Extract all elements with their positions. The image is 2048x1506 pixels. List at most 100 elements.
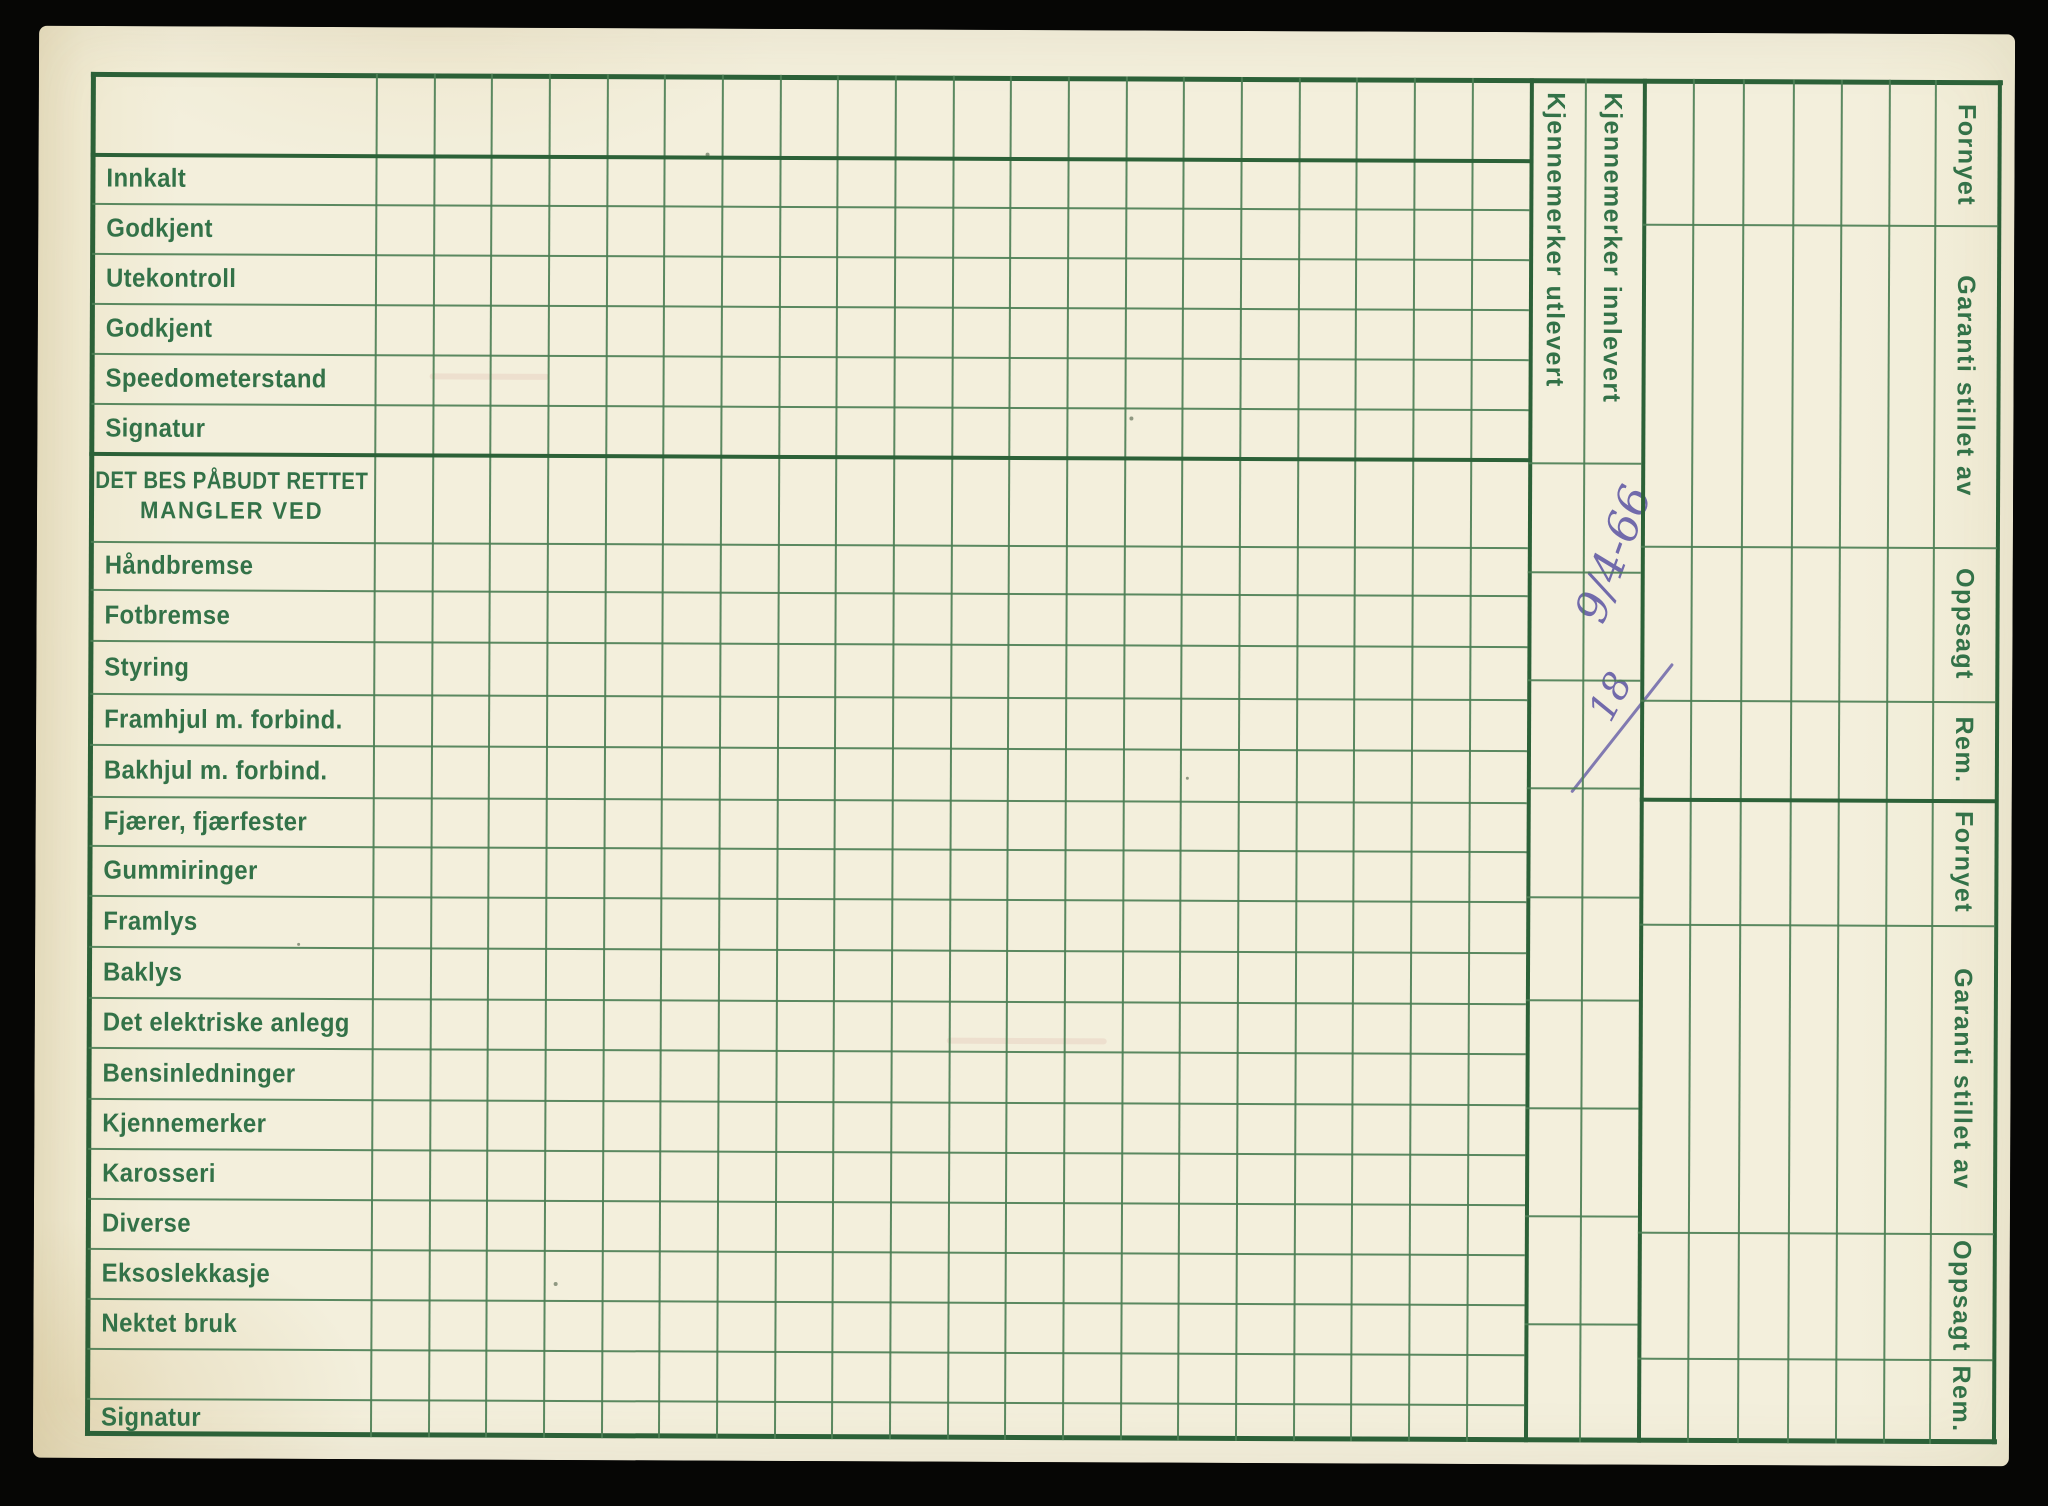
row-label: Speedometerstand: [105, 362, 327, 394]
row-label: Baklys: [102, 955, 183, 987]
row-label: Eksoslekkasje: [101, 1257, 271, 1289]
grid-hline: [89, 795, 1527, 805]
grid-vline: [1636, 78, 1647, 1443]
grid-vline: [84, 71, 96, 1436]
row-label: Nektet bruk: [101, 1307, 238, 1339]
row-label: Signatur: [101, 1401, 202, 1432]
row-label: Framlys: [103, 904, 198, 936]
right-section-label: Rem.: [1947, 1365, 1976, 1433]
grid-hline: [88, 1097, 1526, 1107]
row-label: Framhjul m. forbind.: [104, 702, 343, 735]
right-section-label: Oppsagt: [1947, 1240, 1976, 1353]
grid-hline: [91, 302, 1529, 312]
row-label: Styring: [104, 650, 190, 682]
grid-vline: [830, 75, 839, 1440]
grid-vline: [1786, 79, 1795, 1444]
row-label: Godkjent: [106, 212, 213, 243]
defects-header-line2: MANGLER VED: [139, 497, 324, 525]
grid-vline: [427, 73, 436, 1438]
row-label: Fjærer, fjærfester: [103, 804, 308, 836]
grid-hline: [1527, 679, 1641, 682]
grid-hline: [87, 1347, 1525, 1357]
grid-hline: [1525, 1107, 1639, 1110]
grid-hline: [1640, 545, 1997, 550]
grid-hline: [1526, 896, 1640, 899]
grid-hline: [90, 540, 1528, 550]
grid-hline: [1639, 923, 1996, 928]
row-label: Fotbremse: [104, 598, 231, 630]
grid-hline: [87, 1397, 1525, 1407]
scan-speck: [553, 1281, 558, 1286]
row-label: Signatur: [105, 411, 206, 443]
grid-hline: [1524, 1215, 1638, 1218]
grid-vline: [1176, 76, 1185, 1441]
grid-hline: [88, 1197, 1526, 1207]
grid-hline: [89, 894, 1527, 904]
grid-vline: [1991, 80, 2002, 1445]
grid-vline: [1349, 77, 1358, 1442]
grid-hline: [90, 588, 1528, 598]
grid-hline: [91, 402, 1529, 412]
grid-vline: [1834, 79, 1843, 1444]
grid-vline: [1234, 76, 1243, 1441]
grid-vline: [773, 74, 782, 1439]
scan-speck: [1185, 776, 1189, 780]
grid-hline: [92, 202, 1530, 212]
grid-vline: [1736, 79, 1745, 1444]
grid-hline: [89, 945, 1527, 955]
grid-hline: [1526, 787, 1640, 790]
plate-column-header: Kjennemerker innlevert: [1597, 92, 1627, 404]
grid-hline: [88, 1147, 1526, 1157]
inspection-table: DET BES PÅBUDT RETTET MANGLER VED 9/4-66…: [84, 71, 2003, 1445]
grid-hline: [91, 352, 1529, 362]
grid-hline: [1527, 571, 1641, 574]
grid-vline: [484, 73, 493, 1438]
row-label: Innkalt: [106, 162, 187, 193]
plate-column-header: Kjennemerker utlevert: [1540, 92, 1570, 388]
grid-vline: [1578, 78, 1587, 1443]
grid-hline: [1528, 462, 1642, 465]
grid-vline: [542, 73, 551, 1438]
row-label: Gummiringer: [103, 854, 258, 886]
row-label: Diverse: [101, 1207, 192, 1238]
scan-smudge: [946, 1037, 1107, 1045]
vehicle-inspection-card: DET BES PÅBUDT RETTET MANGLER VED 9/4-66…: [32, 25, 2016, 1467]
grid-hline: [1637, 1231, 1994, 1236]
row-label: Bensinledninger: [102, 1056, 296, 1088]
grid-vline: [369, 73, 378, 1438]
grid-hline: [90, 639, 1528, 649]
defects-header: DET BES PÅBUDT RETTET MANGLER VED: [89, 456, 374, 537]
grid-vline: [1686, 78, 1695, 1443]
grid-hline: [88, 1046, 1526, 1056]
grid-hline: [1524, 1323, 1638, 1326]
grid-hline: [90, 692, 1528, 702]
grid-hline: [1640, 699, 1997, 704]
row-label: Det elektriske anlegg: [102, 1006, 350, 1038]
row-label: Utekontroll: [105, 262, 237, 294]
grid-vline: [1407, 77, 1416, 1442]
row-label: Håndbremse: [104, 549, 254, 581]
grid-hline: [87, 1247, 1525, 1257]
grid-hline: [88, 996, 1526, 1006]
right-section-label: Rem.: [1949, 716, 1979, 784]
grid-hline: [1525, 999, 1639, 1002]
grid-hline: [90, 152, 1533, 164]
right-section-label: Oppsagt: [1950, 568, 1979, 681]
grid-vline: [600, 74, 609, 1439]
row-label: Godkjent: [105, 312, 213, 343]
grid-vline: [888, 75, 897, 1440]
right-section-label: Fornyet: [1949, 810, 1978, 914]
grid-vline: [657, 74, 666, 1439]
grid-vline: [1061, 76, 1070, 1441]
grid-hline: [1637, 1357, 1994, 1362]
grid-vline: [1003, 75, 1012, 1440]
row-label: Karosseri: [102, 1157, 216, 1188]
grid-hline: [1639, 797, 1996, 804]
right-section-label: Garanti stillet av: [1948, 968, 1978, 1190]
row-label: Kjennemerker: [102, 1107, 267, 1139]
handwritten-date: 9/4-66: [1565, 478, 1663, 630]
defects-header-line1: DET BES PÅBUDT RETTET: [95, 466, 369, 496]
scan-speck: [297, 942, 301, 946]
right-section-label: Fornyet: [1952, 103, 1981, 206]
